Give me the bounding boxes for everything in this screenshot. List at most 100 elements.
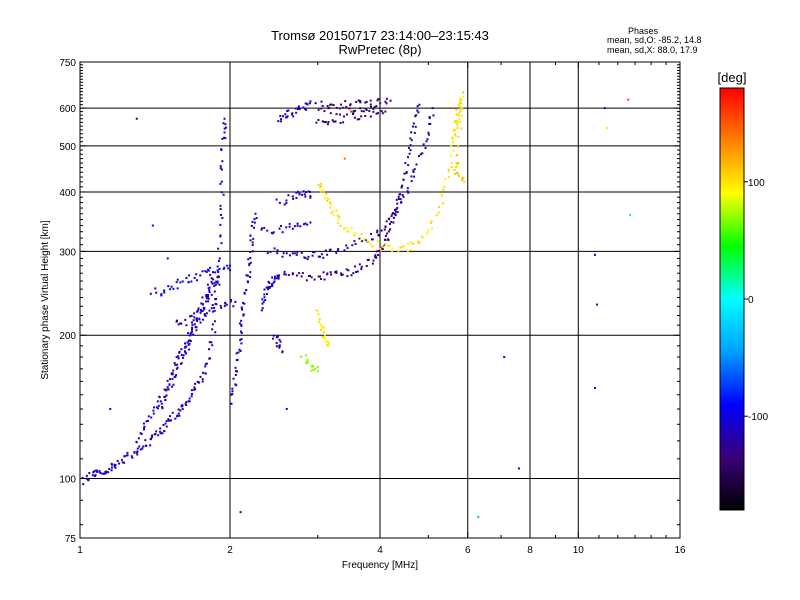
echo-point: [368, 109, 371, 112]
echo-point: [342, 121, 345, 124]
echo-point: [359, 99, 362, 102]
echo-point: [179, 322, 182, 325]
echo-point: [159, 427, 162, 430]
echo-point: [337, 248, 340, 251]
chart-title: Tromsø 20150717 23:14:00–23:15:43: [271, 28, 489, 43]
echo-point: [177, 412, 180, 415]
echo-point: [170, 285, 173, 288]
echo-point: [139, 432, 142, 435]
echo-point: [323, 278, 326, 281]
echo-point: [461, 179, 464, 182]
echo-point: [324, 341, 327, 344]
echo-point: [282, 252, 285, 255]
echo-point: [417, 111, 420, 114]
echo-point: [287, 109, 290, 112]
echo-point: [442, 202, 445, 205]
echo-point: [304, 195, 307, 198]
echo-point: [451, 136, 454, 139]
echo-point: [410, 139, 413, 142]
echo-point: [279, 224, 282, 227]
y-tick-label: 300: [59, 247, 76, 258]
echo-point: [322, 191, 325, 194]
echo-point: [409, 144, 412, 147]
echo-point: [322, 271, 325, 274]
echo-point: [145, 444, 148, 447]
echo-point: [197, 381, 200, 384]
echo-point: [157, 434, 160, 437]
echo-point: [326, 123, 329, 126]
echo-point: [390, 249, 393, 252]
echo-point: [186, 332, 189, 335]
echo-point: [321, 325, 324, 328]
echo-point: [319, 277, 322, 280]
echo-point: [293, 225, 296, 228]
echo-point: [399, 193, 402, 196]
echo-point: [181, 408, 184, 411]
echo-point: [176, 278, 179, 281]
echo-point: [298, 272, 301, 275]
echo-point: [339, 224, 342, 227]
echo-point: [151, 434, 154, 437]
echo-point: [185, 404, 188, 407]
echo-point: [437, 205, 440, 208]
echo-point: [396, 202, 399, 205]
echo-point: [288, 254, 291, 257]
echo-point: [458, 174, 461, 177]
echo-point: [360, 110, 363, 113]
echo-point: [295, 111, 298, 114]
echo-point: [171, 411, 174, 414]
echo-point: [249, 257, 252, 260]
echo-point: [323, 338, 326, 341]
echo-point: [388, 217, 391, 220]
echo-point: [277, 120, 280, 123]
echo-point: [336, 249, 339, 252]
echo-point: [455, 154, 458, 157]
grid-layer: [80, 62, 680, 538]
echo-point: [629, 213, 632, 216]
echo-point: [320, 100, 323, 103]
echo-point: [399, 198, 402, 201]
echo-point: [195, 318, 198, 321]
echo-point: [301, 271, 304, 274]
echo-point: [291, 273, 294, 276]
echo-point: [419, 153, 422, 156]
echo-point: [167, 388, 170, 391]
echo-point: [387, 239, 390, 242]
echo-point: [298, 193, 301, 196]
colorbar-ticks: 100 0 -100: [744, 178, 768, 423]
echo-point: [319, 185, 322, 188]
echo-point: [114, 466, 117, 469]
echo-point: [361, 240, 364, 243]
echo-point: [395, 198, 398, 201]
echo-point: [208, 289, 211, 292]
echo-point: [317, 313, 320, 316]
echo-point: [219, 167, 222, 170]
echo-point: [138, 445, 141, 448]
echo-point: [268, 281, 271, 284]
echo-point: [304, 102, 307, 105]
echo-point: [409, 149, 412, 152]
echo-point: [194, 388, 197, 391]
echo-point: [285, 199, 288, 202]
echo-point: [406, 190, 409, 193]
echo-point: [397, 250, 400, 253]
echo-point: [417, 242, 420, 245]
echo-point: [365, 264, 368, 267]
echo-point: [178, 414, 181, 417]
echo-point: [208, 348, 211, 351]
echo-point: [94, 474, 97, 477]
echo-point: [98, 470, 101, 473]
echo-point: [216, 265, 219, 268]
echo-point: [220, 149, 223, 152]
echo-point: [417, 240, 420, 243]
echo-point: [354, 109, 357, 112]
echo-point: [158, 396, 161, 399]
echo-point: [113, 463, 116, 466]
echo-point: [460, 127, 463, 130]
echo-point: [427, 131, 430, 134]
echo-point: [328, 106, 331, 109]
echo-point: [376, 231, 379, 234]
echo-point: [207, 297, 210, 300]
echo-point: [243, 292, 246, 295]
echo-point: [346, 226, 349, 229]
